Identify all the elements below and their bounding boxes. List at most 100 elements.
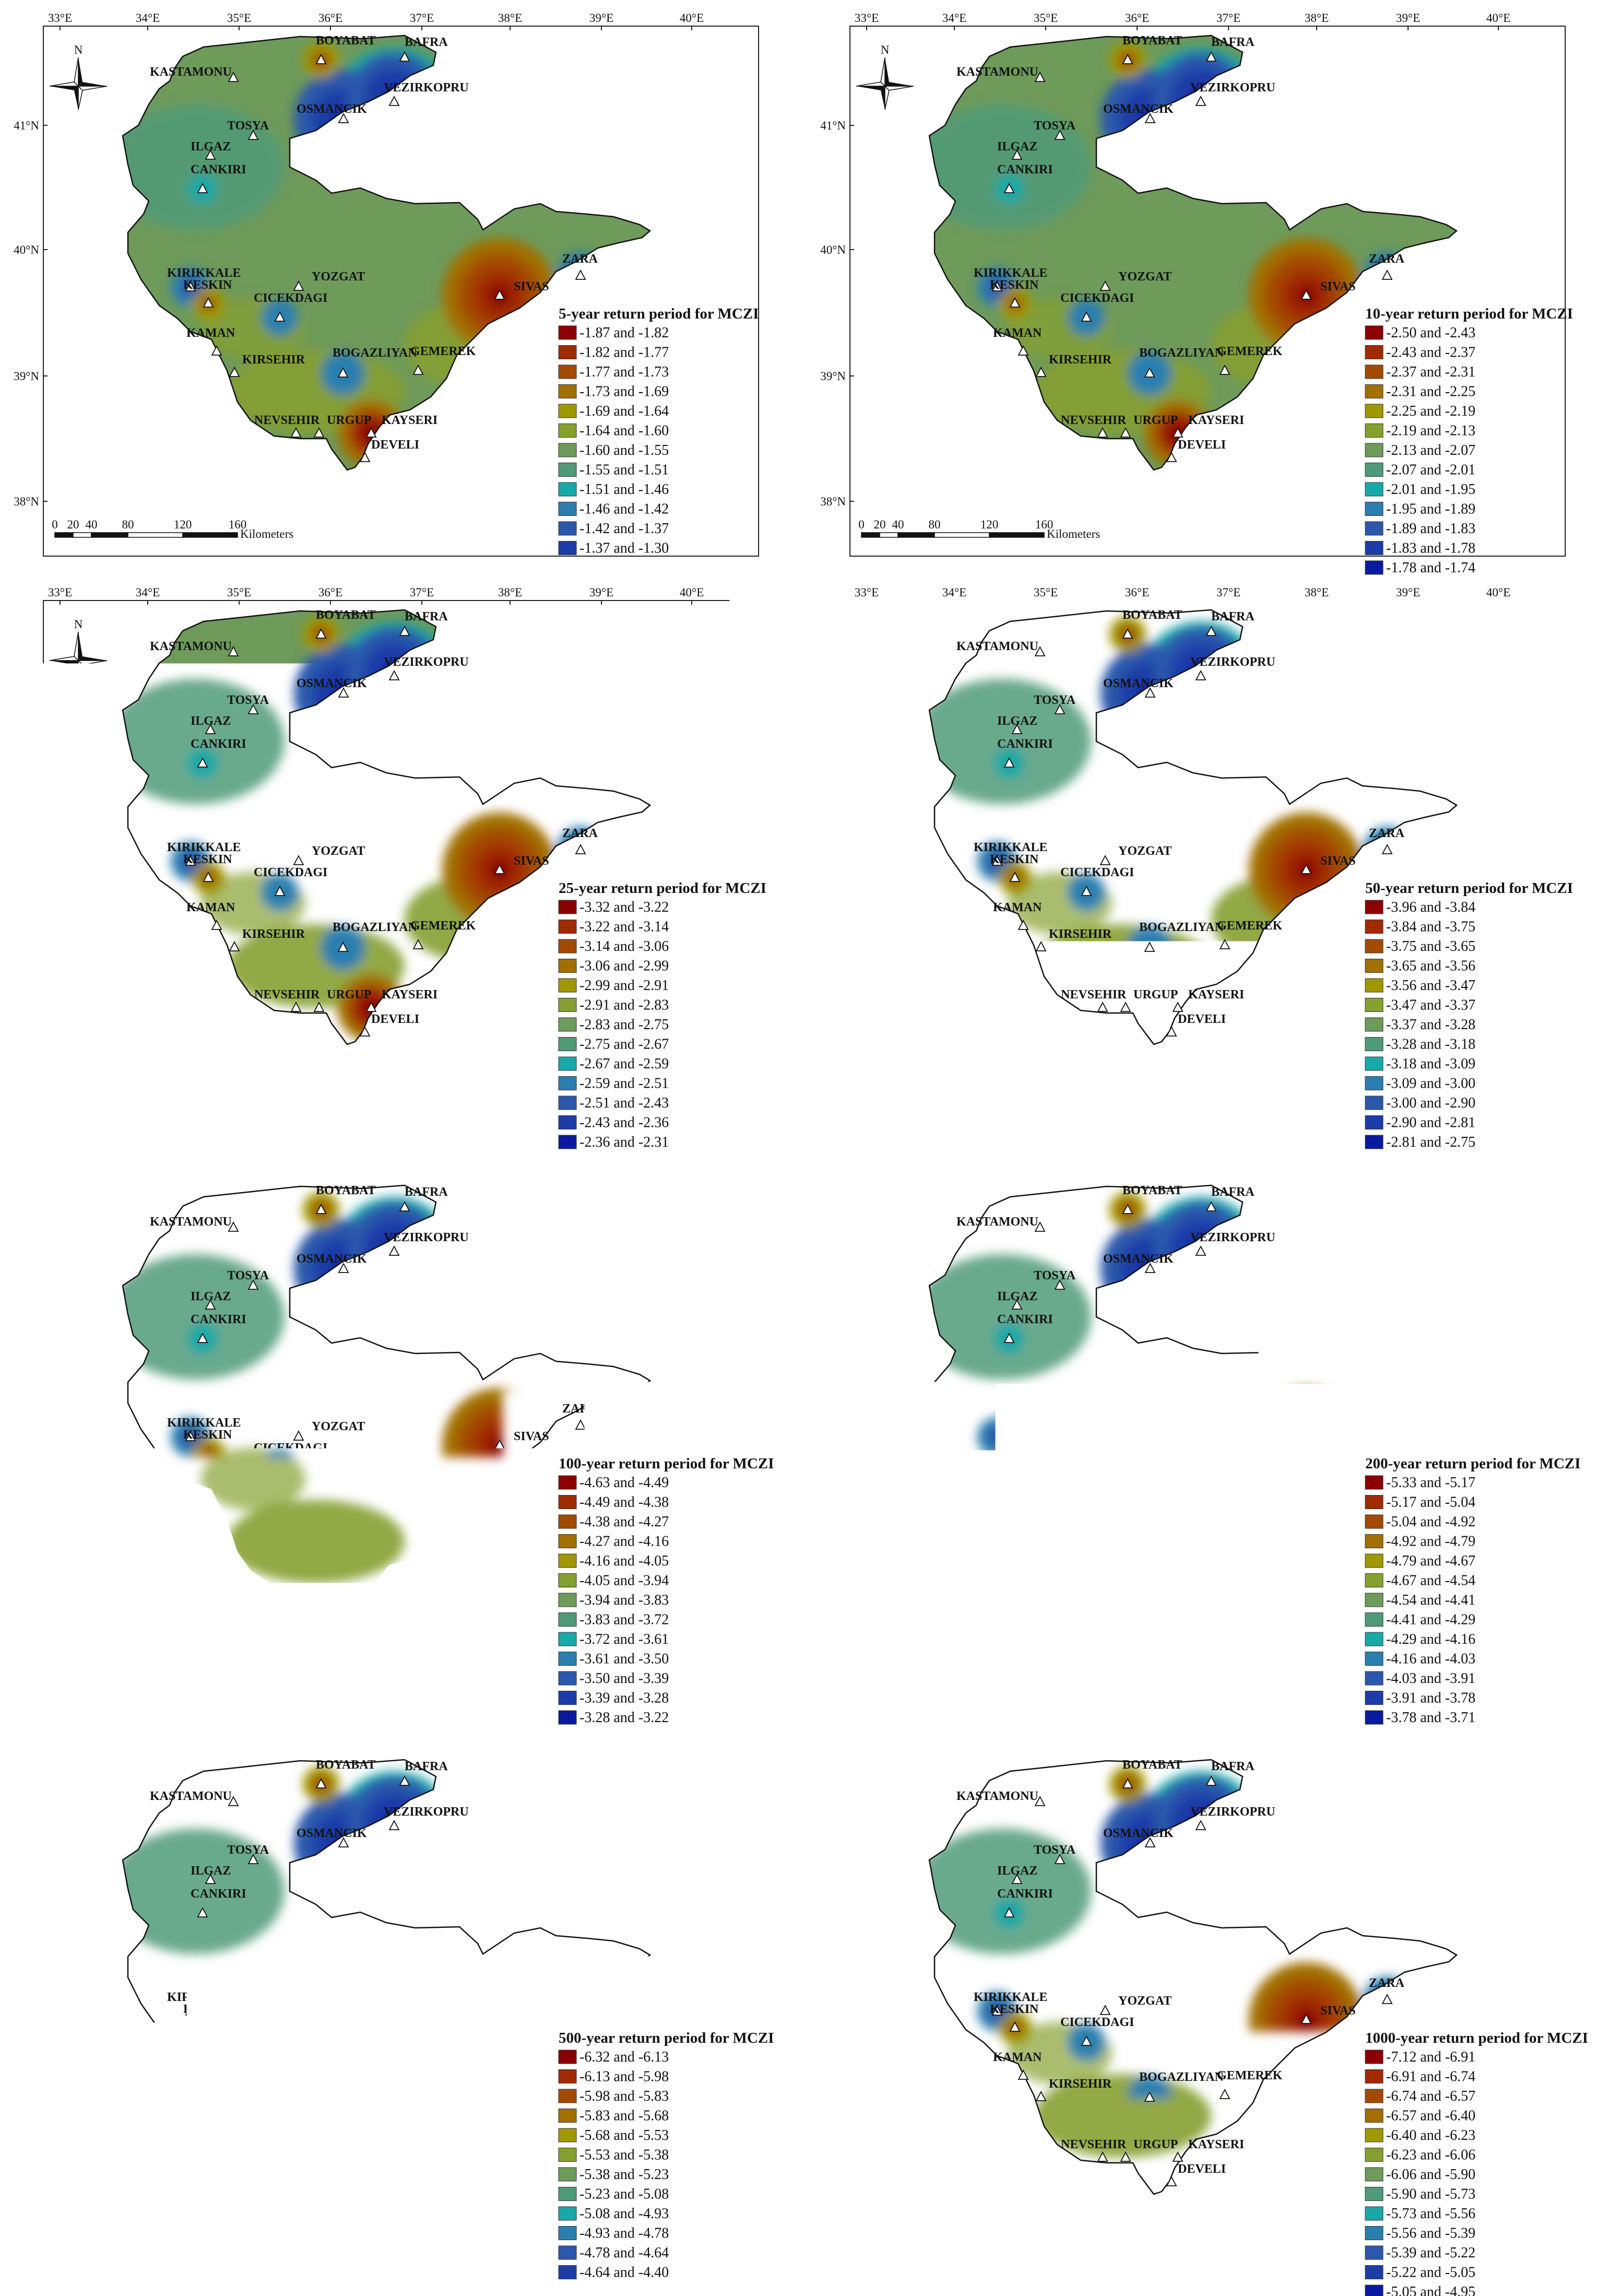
legend-class-label: -2.75 and -2.67 [580, 1037, 669, 1053]
scale-tick: 20 [874, 518, 886, 531]
legend-class-label: -6.23 and -6.06 [1386, 2147, 1475, 2163]
legend-swatch [559, 482, 576, 496]
station-label: KIRSEHIR [242, 353, 305, 367]
scale-unit: Kilometers [240, 1102, 293, 1115]
north-label: N [74, 43, 83, 56]
station-label: CANKIRI [997, 1887, 1053, 1901]
legend-swatch [1365, 2168, 1383, 2181]
station-label: TOSYA [1034, 1269, 1076, 1282]
station-label: BOGAZLIYAN [1139, 2070, 1224, 2084]
station-label: TOSYA [227, 693, 269, 707]
station-label: KASTAMONU [150, 640, 232, 653]
station-label: CANKIRI [997, 737, 1053, 751]
map-svg: 33°E 34°E 35°E 36°E 37°E 38°E 39°E 40°E 41°N 40°N… [3, 10, 765, 564]
legend-swatch [559, 1018, 576, 1031]
station-label: URGUP [327, 414, 371, 427]
station-label: OSMANCIK [1103, 677, 1174, 690]
legend-swatch [559, 443, 576, 457]
north-label: N [881, 618, 890, 631]
legend-class-label: -2.31 and -2.25 [1386, 384, 1475, 400]
map-svg: 33°E 34°E 35°E 36°E 37°E 38°E 39°E 40°E 41°N 40°N… [3, 585, 765, 1138]
station-label: BOGAZLIYAN [333, 2070, 417, 2084]
station-label: GEMEREK [410, 919, 476, 933]
station-label: BAFRA [405, 1760, 448, 1773]
legend-class-label: -2.43 and -2.36 [580, 1115, 669, 1131]
north-label: N [74, 1768, 83, 1781]
north-label: N [74, 618, 83, 631]
legend-swatch [1365, 1496, 1383, 1509]
legend-class-label: -1.82 and -1.77 [580, 345, 669, 361]
map-panel-0: 33°E 34°E 35°E 36°E 37°E 38°E 39°E 40°E 41°N 40°N… [3, 10, 765, 564]
longitude-tick-label: 36°E [318, 1736, 342, 1749]
scale-tick: 20 [874, 1092, 886, 1105]
legend-swatch [1365, 1057, 1383, 1070]
station-label: KAMAN [186, 1476, 235, 1490]
legend-class-label: -3.28 and -3.22 [580, 1710, 669, 1726]
map-svg: 33°E 34°E 35°E 36°E 37°E 38°E 39°E 40°E 41°N 40°N… [809, 10, 1571, 564]
legend-class-label: -3.18 and -3.09 [1386, 1056, 1475, 1072]
station-label: ILGAZ [997, 1290, 1037, 1303]
latitude-tick-label: 38°N [14, 495, 39, 508]
latitude-tick-label: 39°N [14, 944, 39, 957]
longitude-tick-label: 35°E [227, 1736, 251, 1749]
map-svg: 33°E 34°E 35°E 36°E 37°E 38°E 39°E 40°E 41°N 40°N… [809, 1160, 1571, 1714]
longitude-tick-label: 40°E [1486, 1736, 1510, 1749]
scale-tick: 120 [980, 1668, 999, 1681]
legend-swatch [1365, 443, 1383, 457]
station-label: ZARA [1369, 1402, 1405, 1416]
scale-tick: 80 [122, 2242, 134, 2255]
legend-swatch [1365, 482, 1383, 496]
scale-tick: 40 [892, 1668, 904, 1681]
scale-tick: 0 [52, 2242, 58, 2255]
station-label: BOGAZLIYAN [333, 346, 417, 360]
scale-tick: 80 [929, 1092, 941, 1105]
legend-class-label: -2.50 and -2.43 [1386, 325, 1475, 341]
station-label: KAMAN [186, 326, 235, 340]
station-label: CICEKDAGI [1060, 2016, 1134, 2029]
legend-class-label: -1.46 and -1.42 [580, 501, 669, 517]
legend-class-label: -6.32 and -6.13 [580, 2049, 669, 2065]
latitude-tick-label: 41°N [14, 119, 39, 132]
station-label: DEVELI [371, 438, 419, 452]
station-label: KESKIN [990, 1428, 1039, 1442]
station-label: CANKIRI [191, 1887, 246, 1901]
station-label: OSMANCIK [1103, 1827, 1174, 1840]
station-label: ILGAZ [191, 140, 231, 154]
legend-swatch [559, 1613, 576, 1627]
station-label: ZARA [562, 1976, 598, 1990]
station-label: KAMAN [186, 2051, 235, 2064]
station-label: KASTAMONU [956, 1789, 1038, 1803]
longitude-tick-label: 35°E [1034, 1161, 1058, 1174]
legend-class-label: -1.55 and -1.51 [580, 462, 669, 478]
legend-class-label: -3.32 and -3.22 [580, 899, 669, 915]
legend-class-label: -5.22 and -5.05 [1386, 2265, 1475, 2281]
longitude-tick-label: 40°E [680, 1161, 704, 1174]
legend-swatch [559, 959, 576, 973]
longitude-tick-label: 36°E [1125, 11, 1149, 25]
scale-tick: 0 [52, 1668, 58, 1681]
longitude-tick-label: 40°E [680, 1736, 704, 1749]
legend-class-label: -1.87 and -1.82 [580, 325, 669, 341]
latitude-tick-label: 38°N [820, 2219, 846, 2232]
legend-class-label: -3.65 and -3.56 [1386, 958, 1475, 974]
station-label: URGUP [1133, 988, 1178, 1002]
station-label: KASTAMONU [150, 65, 232, 79]
longitude-tick-label: 33°E [48, 11, 72, 25]
legend-class-label: -3.75 and -3.65 [1386, 938, 1475, 955]
longitude-tick-label: 37°E [410, 586, 434, 599]
legend-class-label: -4.67 and -4.54 [1386, 1573, 1475, 1589]
legend-swatch [1365, 1018, 1383, 1031]
scale-tick: 120 [174, 518, 192, 531]
station-label: TOSYA [227, 1843, 269, 1857]
longitude-tick-label: 33°E [48, 1736, 72, 1749]
latitude-tick-label: 38°N [820, 1645, 846, 1658]
station-label: KASTAMONU [956, 1215, 1038, 1229]
station-label: BOYABAT [1122, 1758, 1183, 1772]
legend-class-label: -5.04 and -4.92 [1386, 1514, 1475, 1530]
station-label: ILGAZ [997, 140, 1037, 154]
scale-tick: 120 [980, 518, 999, 531]
legend-class-label: -1.78 and -1.74 [1386, 560, 1475, 576]
legend-class-label: -1.83 and -1.78 [1386, 540, 1475, 557]
station-label: SIVAS [1320, 2004, 1356, 2018]
legend-class-label: -4.05 and -3.94 [580, 1573, 669, 1589]
